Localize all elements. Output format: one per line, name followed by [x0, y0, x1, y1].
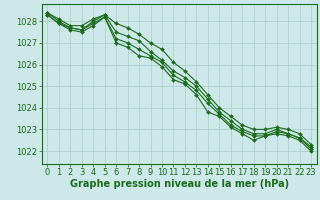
X-axis label: Graphe pression niveau de la mer (hPa): Graphe pression niveau de la mer (hPa) — [70, 179, 289, 189]
